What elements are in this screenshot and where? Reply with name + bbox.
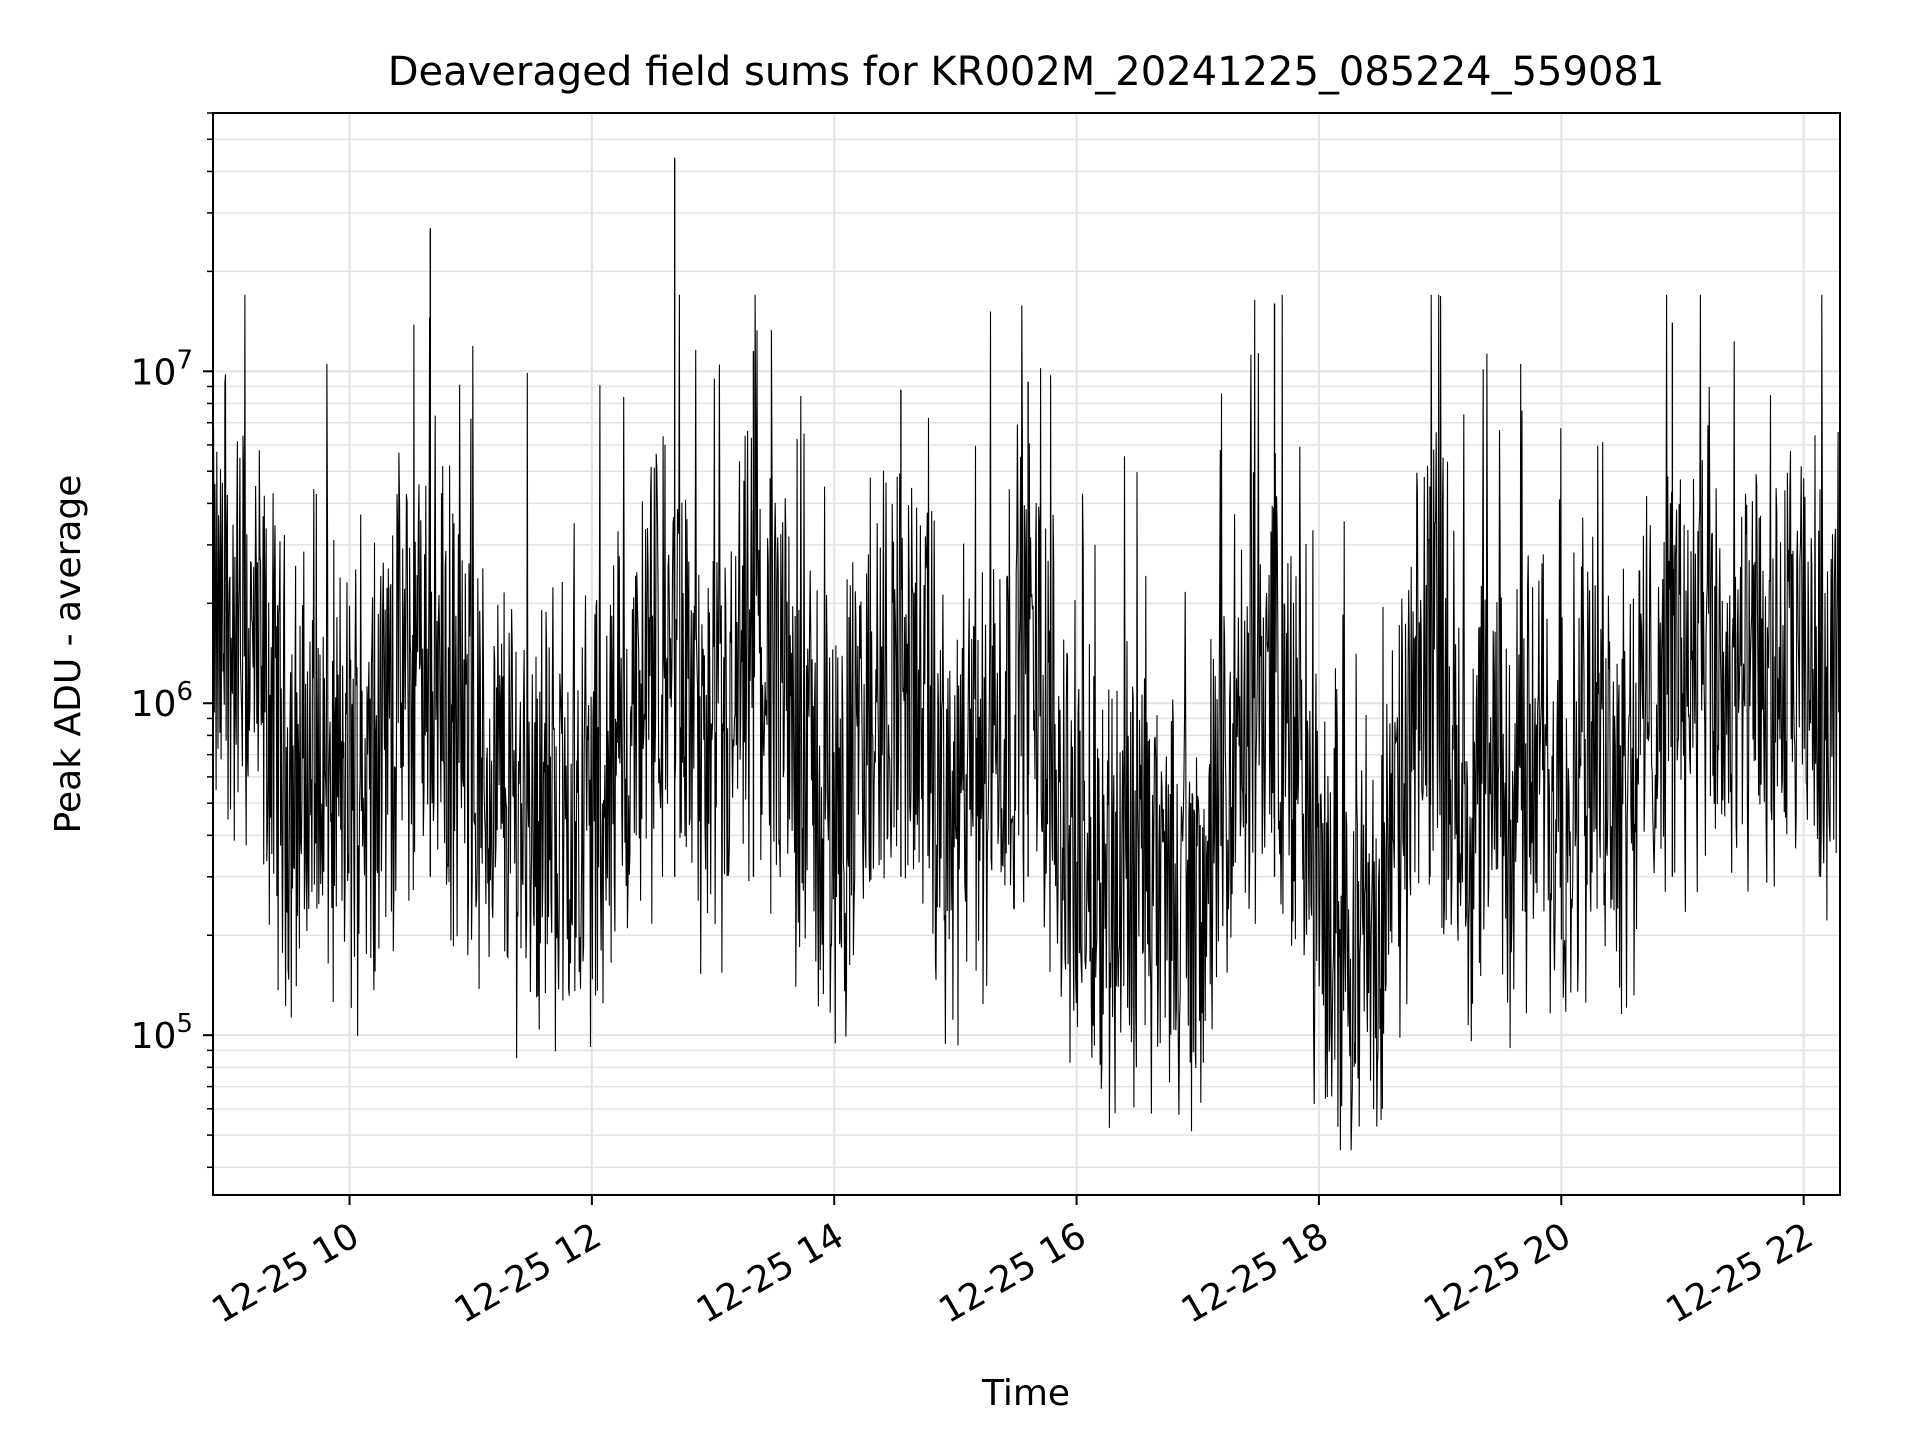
y-tick-label: 105: [131, 1009, 193, 1057]
series-line: [212, 294, 1841, 1151]
plot-frame: [212, 112, 1841, 1196]
y-axis-label: Peak ADU - average: [48, 475, 89, 834]
series-layer: [212, 157, 1841, 1151]
y-tick-label: 107: [131, 345, 193, 393]
x-axis-label: Time: [981, 1373, 1070, 1414]
chart-title: Deaveraged field sums for KR002M_2024122…: [388, 49, 1665, 95]
y-tick-label: 106: [131, 677, 193, 725]
